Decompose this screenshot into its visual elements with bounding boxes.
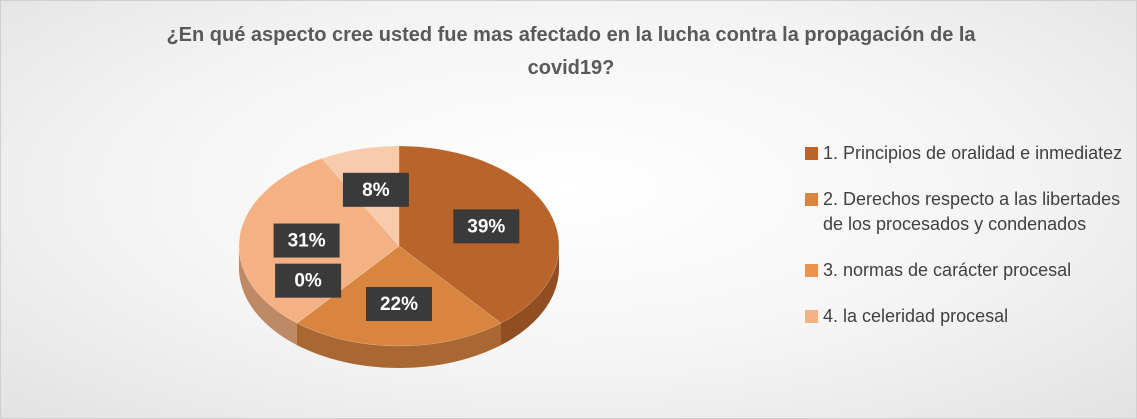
legend: 1. Principios de oralidad e inmediatez 2.…	[801, 141, 1131, 350]
data-label: 8%	[342, 172, 409, 207]
data-label-box	[275, 263, 342, 298]
data-label-text: 31%	[288, 231, 326, 252]
data-label-text: 8%	[362, 180, 390, 201]
legend-item: 1. Principios de oralidad e inmediatez	[801, 141, 1131, 166]
legend-swatch	[805, 264, 818, 277]
data-label-box	[453, 209, 520, 244]
legend-swatch	[805, 310, 818, 323]
pie-side	[297, 323, 501, 368]
data-label-box	[273, 223, 340, 258]
data-label-text: 22%	[380, 294, 418, 315]
legend-swatch	[805, 193, 818, 206]
data-label: 31%	[273, 223, 340, 258]
pie-side	[239, 246, 297, 346]
data-label-box	[342, 172, 409, 207]
data-label-text: 0%	[294, 271, 322, 292]
legend-label: 2. Derechos respecto a las libertades de…	[823, 189, 1121, 234]
legend-label: 4. la celeridad procesal	[823, 306, 1009, 326]
data-label-text: 39%	[467, 216, 505, 237]
data-label-box	[366, 287, 432, 321]
data-label: 22%	[366, 287, 432, 321]
data-label: 39%	[453, 209, 520, 244]
data-label: 0%	[275, 263, 342, 298]
pie-side	[501, 246, 559, 346]
legend-swatch	[805, 147, 818, 160]
legend-item: 4. la celeridad procesal	[801, 304, 1131, 329]
legend-item: 3. normas de carácter procesal	[801, 258, 1131, 283]
legend-label: 1. Principios de oralidad e inmediatez	[823, 143, 1123, 163]
legend-label: 3. normas de carácter procesal	[823, 260, 1072, 280]
chart-title: ¿En qué aspecto cree usted fue mas afect…	[166, 24, 976, 79]
legend-item: 2. Derechos respecto a las libertades de…	[801, 187, 1131, 237]
